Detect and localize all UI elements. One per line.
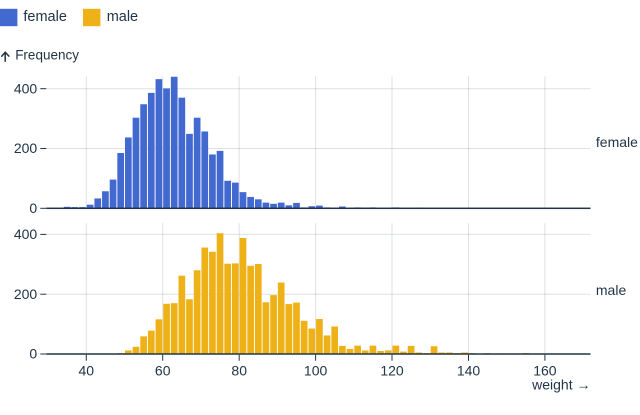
svg-text:male: male	[596, 282, 627, 298]
svg-text:140: 140	[457, 363, 481, 379]
svg-text:400: 400	[14, 80, 38, 96]
svg-text:weight →: weight →	[531, 377, 590, 393]
svg-text:40: 40	[79, 363, 95, 379]
svg-text:400: 400	[14, 226, 38, 242]
svg-text:0: 0	[29, 346, 37, 362]
svg-text:200: 200	[14, 286, 38, 302]
svg-text:Frequency: Frequency	[15, 48, 79, 63]
svg-text:male: male	[107, 9, 138, 25]
svg-text:80: 80	[231, 363, 247, 379]
svg-text:60: 60	[155, 363, 171, 379]
svg-text:120: 120	[380, 363, 404, 379]
svg-text:0: 0	[29, 200, 37, 216]
svg-text:female: female	[23, 9, 67, 25]
svg-text:100: 100	[304, 363, 328, 379]
svg-text:200: 200	[14, 140, 38, 156]
svg-text:female: female	[596, 134, 638, 150]
